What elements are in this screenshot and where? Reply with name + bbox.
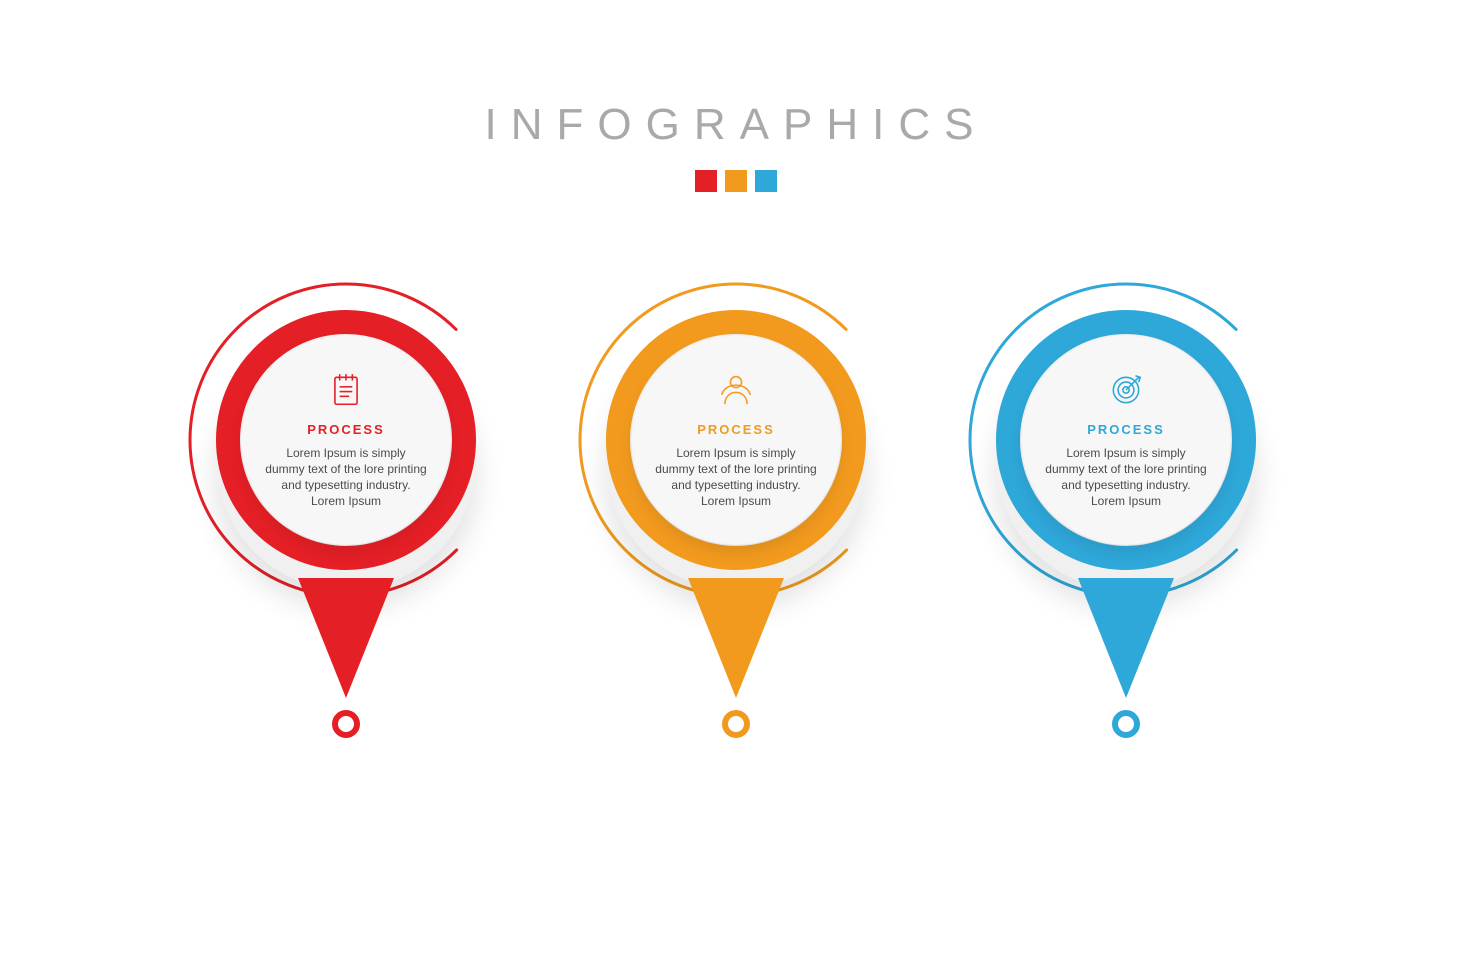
dot-2 xyxy=(722,710,750,738)
step-pin-2: PROCESS Lorem Ipsum is simply dummy text… xyxy=(576,280,896,760)
steps-row: PROCESS Lorem Ipsum is simply dummy text… xyxy=(0,280,1472,760)
step-pin-3: PROCESS Lorem Ipsum is simply dummy text… xyxy=(966,280,1286,760)
color-swatches xyxy=(0,170,1472,192)
pointer-2 xyxy=(688,578,784,698)
step-title-3: PROCESS xyxy=(1087,422,1165,437)
inner-circle-2: PROCESS Lorem Ipsum is simply dummy text… xyxy=(631,335,841,545)
step-desc-2: Lorem Ipsum is simply dummy text of the … xyxy=(655,445,817,510)
step-desc-1: Lorem Ipsum is simply dummy text of the … xyxy=(265,445,427,510)
notepad-icon xyxy=(327,371,365,414)
inner-circle-3: PROCESS Lorem Ipsum is simply dummy text… xyxy=(1021,335,1231,545)
swatch-blue xyxy=(755,170,777,192)
swatch-orange xyxy=(725,170,747,192)
swatch-red xyxy=(695,170,717,192)
pointer-3 xyxy=(1078,578,1174,698)
infographic-canvas: INFOGRAPHICS xyxy=(0,0,1472,980)
target-icon xyxy=(1107,371,1145,414)
dot-1 xyxy=(332,710,360,738)
pointer-1 xyxy=(298,578,394,698)
step-pin-1: PROCESS Lorem Ipsum is simply dummy text… xyxy=(186,280,506,760)
dot-3 xyxy=(1112,710,1140,738)
page-title: INFOGRAPHICS xyxy=(0,100,1472,150)
step-title-2: PROCESS xyxy=(697,422,775,437)
step-title-1: PROCESS xyxy=(307,422,385,437)
inner-circle-1: PROCESS Lorem Ipsum is simply dummy text… xyxy=(241,335,451,545)
person-icon xyxy=(717,371,755,414)
step-desc-3: Lorem Ipsum is simply dummy text of the … xyxy=(1045,445,1207,510)
